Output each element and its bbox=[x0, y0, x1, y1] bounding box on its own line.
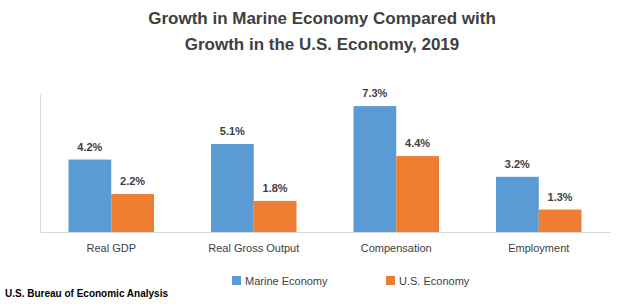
legend-item: U.S. Economy bbox=[386, 275, 470, 287]
data-label: 3.2% bbox=[505, 158, 530, 170]
x-tick-label: Employment bbox=[508, 242, 569, 254]
data-label: 5.1% bbox=[220, 125, 245, 137]
x-tick: Employment bbox=[508, 242, 569, 254]
title: Growth in Marine Economy Compared with bbox=[148, 9, 496, 28]
legend-label: Marine Economy bbox=[245, 275, 328, 287]
legend-label: U.S. Economy bbox=[399, 275, 470, 287]
data-labels: 4.2% 5.1% 7.3% 3.2% 2.2% 1.8% 4.4% 1.3% bbox=[77, 87, 573, 203]
bar bbox=[211, 144, 254, 232]
data-label: 2.2% bbox=[120, 175, 145, 187]
bar bbox=[539, 210, 582, 232]
bar bbox=[254, 201, 297, 232]
x-axis-line bbox=[41, 232, 611, 233]
bars bbox=[69, 106, 582, 232]
bar bbox=[396, 156, 439, 232]
y-axis-line bbox=[40, 95, 41, 233]
bar bbox=[354, 106, 397, 232]
data-label: 1.3% bbox=[548, 191, 573, 203]
data-label: 4.2% bbox=[77, 141, 102, 153]
x-tick: Real Gross Output bbox=[208, 242, 299, 254]
y-axis bbox=[40, 95, 41, 233]
x-tick-label: Compensation bbox=[361, 242, 432, 254]
x-tick-label: Real Gross Output bbox=[208, 242, 299, 254]
legend: Marine Economy U.S. Economy bbox=[232, 275, 470, 287]
bar bbox=[496, 177, 539, 232]
legend-swatch bbox=[232, 276, 241, 285]
title: Growth in the U.S. Economy, 2019 bbox=[185, 35, 460, 54]
x-tick-label: Real GDP bbox=[86, 242, 136, 254]
source: U.S. Bureau of Economic Analysis bbox=[5, 288, 168, 299]
chart: Growth in Marine Economy Compared with Gr… bbox=[0, 0, 644, 308]
data-label: 7.3% bbox=[362, 87, 387, 99]
data-label: 4.4% bbox=[405, 137, 430, 149]
legend-item: Marine Economy bbox=[232, 275, 328, 287]
x-axis: Real GDP Real Gross Output Compensation Emp… bbox=[41, 233, 611, 254]
x-tick: Compensation bbox=[361, 242, 432, 254]
bar bbox=[111, 194, 154, 232]
legend-swatch bbox=[386, 276, 395, 285]
data-label: 1.8% bbox=[263, 182, 288, 194]
x-tick: Real GDP bbox=[86, 242, 136, 254]
title-group: Growth in Marine Economy Compared with Gr… bbox=[148, 9, 496, 54]
bar bbox=[69, 160, 112, 232]
